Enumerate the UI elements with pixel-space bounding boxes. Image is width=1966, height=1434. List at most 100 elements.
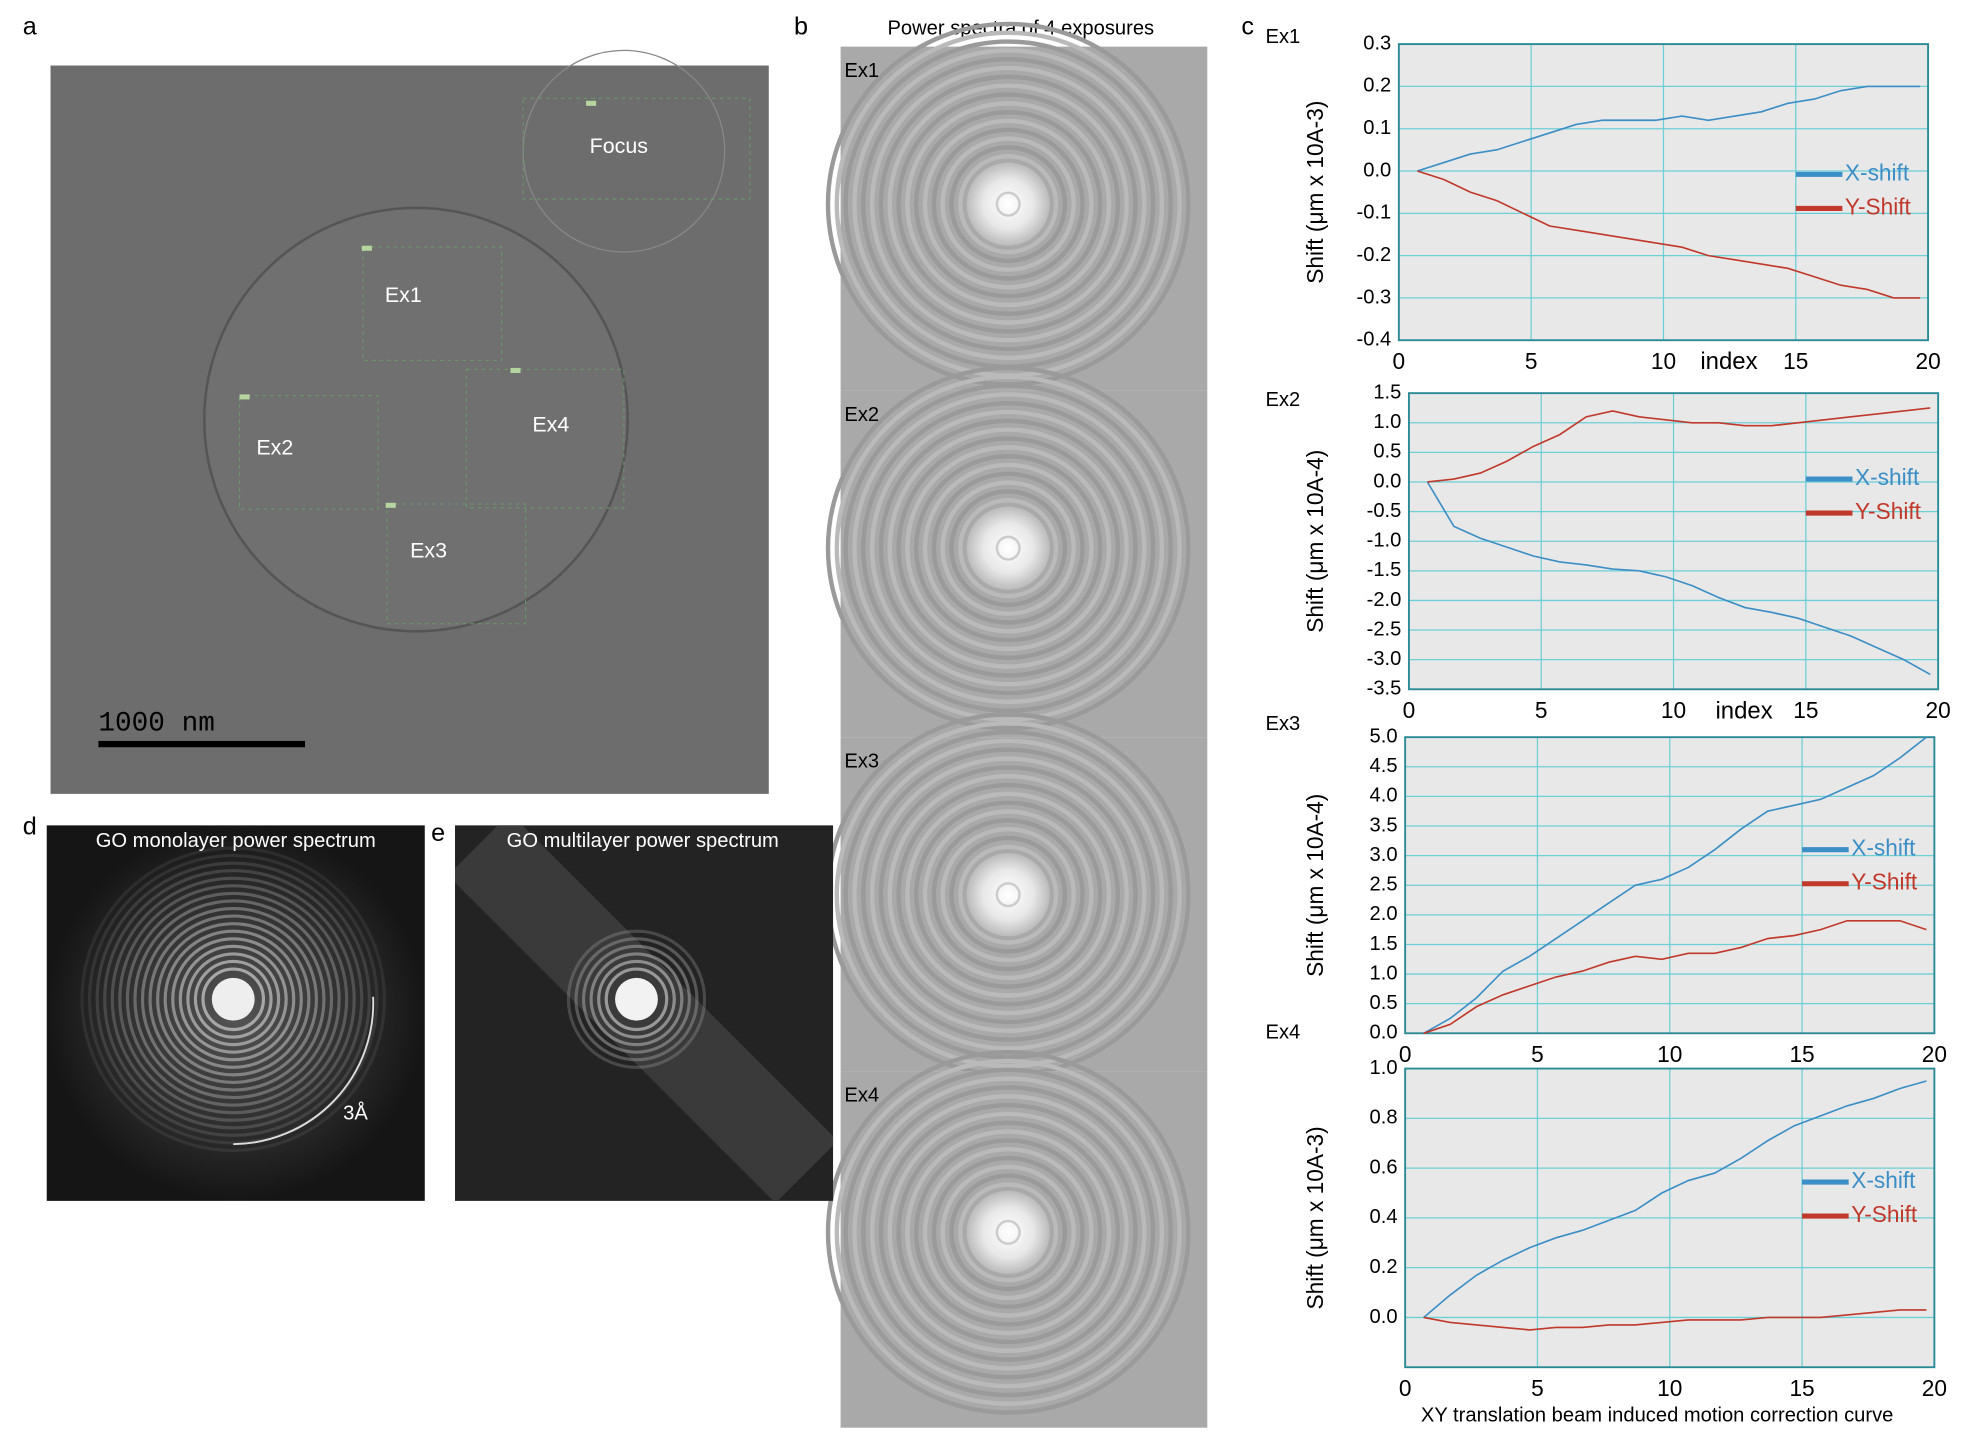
ring xyxy=(958,844,1059,945)
y-tick-label: -1.5 xyxy=(1367,559,1402,581)
plot-frame xyxy=(1397,43,1930,342)
ring xyxy=(905,791,1112,998)
tile-label: Ex2 xyxy=(844,404,879,426)
ring xyxy=(861,747,1156,1042)
rings xyxy=(566,929,707,1069)
ring xyxy=(869,65,1147,343)
ring xyxy=(931,1155,1085,1309)
ring xyxy=(118,884,349,1115)
ring xyxy=(597,959,676,1039)
y-tick-label: 5.0 xyxy=(1370,725,1398,747)
x-tick-label: 10 xyxy=(1651,348,1676,374)
panel-title: Power spectra of 4 exposures xyxy=(887,17,1154,39)
y-tick-label: 4.0 xyxy=(1370,785,1398,807)
ring xyxy=(861,1085,1156,1380)
exposure-markers xyxy=(239,100,597,508)
ring xyxy=(110,876,356,1122)
ring xyxy=(140,906,326,1092)
panel-label: a xyxy=(23,12,38,40)
line-series xyxy=(1427,407,1931,483)
panel-title: GO multilayer power spectrum xyxy=(507,830,779,852)
chart-title: Ex3 xyxy=(1266,713,1301,735)
x-axis-label: index xyxy=(1715,697,1772,724)
legend-label: X-shift xyxy=(1851,1167,1916,1193)
scale-bar xyxy=(98,740,306,748)
ring xyxy=(931,127,1085,281)
line-series xyxy=(1423,736,1927,1035)
y-tick-label: -0.1 xyxy=(1357,202,1392,224)
y-tick-label: 1.5 xyxy=(1373,381,1401,403)
panel-label: e xyxy=(431,819,445,847)
ring xyxy=(861,57,1156,352)
y-tick-label: 1.0 xyxy=(1370,962,1398,984)
ring xyxy=(843,383,1173,713)
center-disc xyxy=(211,977,255,1021)
ring xyxy=(178,944,288,1054)
ring xyxy=(940,480,1076,616)
exposure-label: Ex2 xyxy=(256,435,293,459)
ring xyxy=(896,436,1121,660)
y-tick-label: 0.0 xyxy=(1373,470,1401,492)
ring xyxy=(905,101,1112,308)
exposure-label: Ex1 xyxy=(385,283,422,307)
ring xyxy=(589,952,684,1047)
y-tick-label: 1.5 xyxy=(1370,933,1398,955)
ring xyxy=(103,869,364,1130)
x-tick-label: 10 xyxy=(1657,1375,1682,1401)
y-tick-label: 1.0 xyxy=(1370,1057,1398,1079)
plot-frame xyxy=(1404,736,1936,1035)
ring xyxy=(825,1049,1191,1415)
exposure-label: Ex4 xyxy=(532,413,569,437)
plot-frame xyxy=(1404,1067,1936,1369)
y-tick-label: 0.0 xyxy=(1363,159,1391,181)
y-tick-label: -1.0 xyxy=(1367,530,1402,552)
x-tick-label: 20 xyxy=(1922,1375,1947,1401)
ring xyxy=(852,392,1165,705)
ring xyxy=(869,409,1147,687)
line-series xyxy=(1417,170,1921,299)
legend-label: X-shift xyxy=(1855,464,1920,490)
x-axis-label: index xyxy=(1700,348,1757,375)
ring xyxy=(914,109,1103,299)
ring xyxy=(922,1147,1094,1318)
ring xyxy=(958,498,1059,599)
panel-title: GO monolayer power spectrum xyxy=(96,830,376,852)
ring xyxy=(834,374,1182,722)
ring xyxy=(133,899,334,1100)
ring xyxy=(156,922,311,1077)
x-tick-label: 5 xyxy=(1535,697,1548,723)
y-tick-label: -0.3 xyxy=(1357,286,1392,308)
y-tick-label: 3.0 xyxy=(1370,844,1398,866)
x-tick-label: 0 xyxy=(1399,1041,1412,1067)
y-axis-label: Shift (μm x 10A-4) xyxy=(1302,450,1328,633)
ring xyxy=(995,535,1021,561)
center-disc xyxy=(966,853,1050,937)
line-series xyxy=(1426,481,1931,676)
y-tick-label: 0.6 xyxy=(1370,1156,1398,1178)
y-tick-label: 0.2 xyxy=(1370,1256,1398,1278)
chart-title: Ex2 xyxy=(1266,389,1301,411)
x-tick-label: 5 xyxy=(1525,348,1538,374)
ring xyxy=(887,83,1129,325)
resolution-arc xyxy=(233,996,375,1146)
ring xyxy=(186,952,281,1047)
y-tick-label: 0.1 xyxy=(1363,117,1391,139)
ring xyxy=(995,1219,1021,1245)
ring xyxy=(566,929,707,1069)
ring xyxy=(896,1120,1121,1345)
x-axis-label: XY translation beam induced motion corre… xyxy=(1421,1405,1893,1427)
ring xyxy=(80,846,387,1153)
tile-label: Ex4 xyxy=(844,1085,879,1107)
legend-label: Y-Shift xyxy=(1845,193,1912,219)
ring xyxy=(148,914,318,1085)
ring xyxy=(887,774,1129,1016)
ring xyxy=(843,1067,1173,1398)
ring xyxy=(931,471,1085,625)
focus-circle xyxy=(522,49,726,253)
y-tick-label: 0.0 xyxy=(1370,1022,1398,1044)
ring xyxy=(922,809,1094,981)
ring xyxy=(581,944,691,1054)
x-tick-label: 5 xyxy=(1531,1041,1544,1067)
legend-label: Y-Shift xyxy=(1851,869,1918,895)
line-series xyxy=(1417,85,1921,172)
